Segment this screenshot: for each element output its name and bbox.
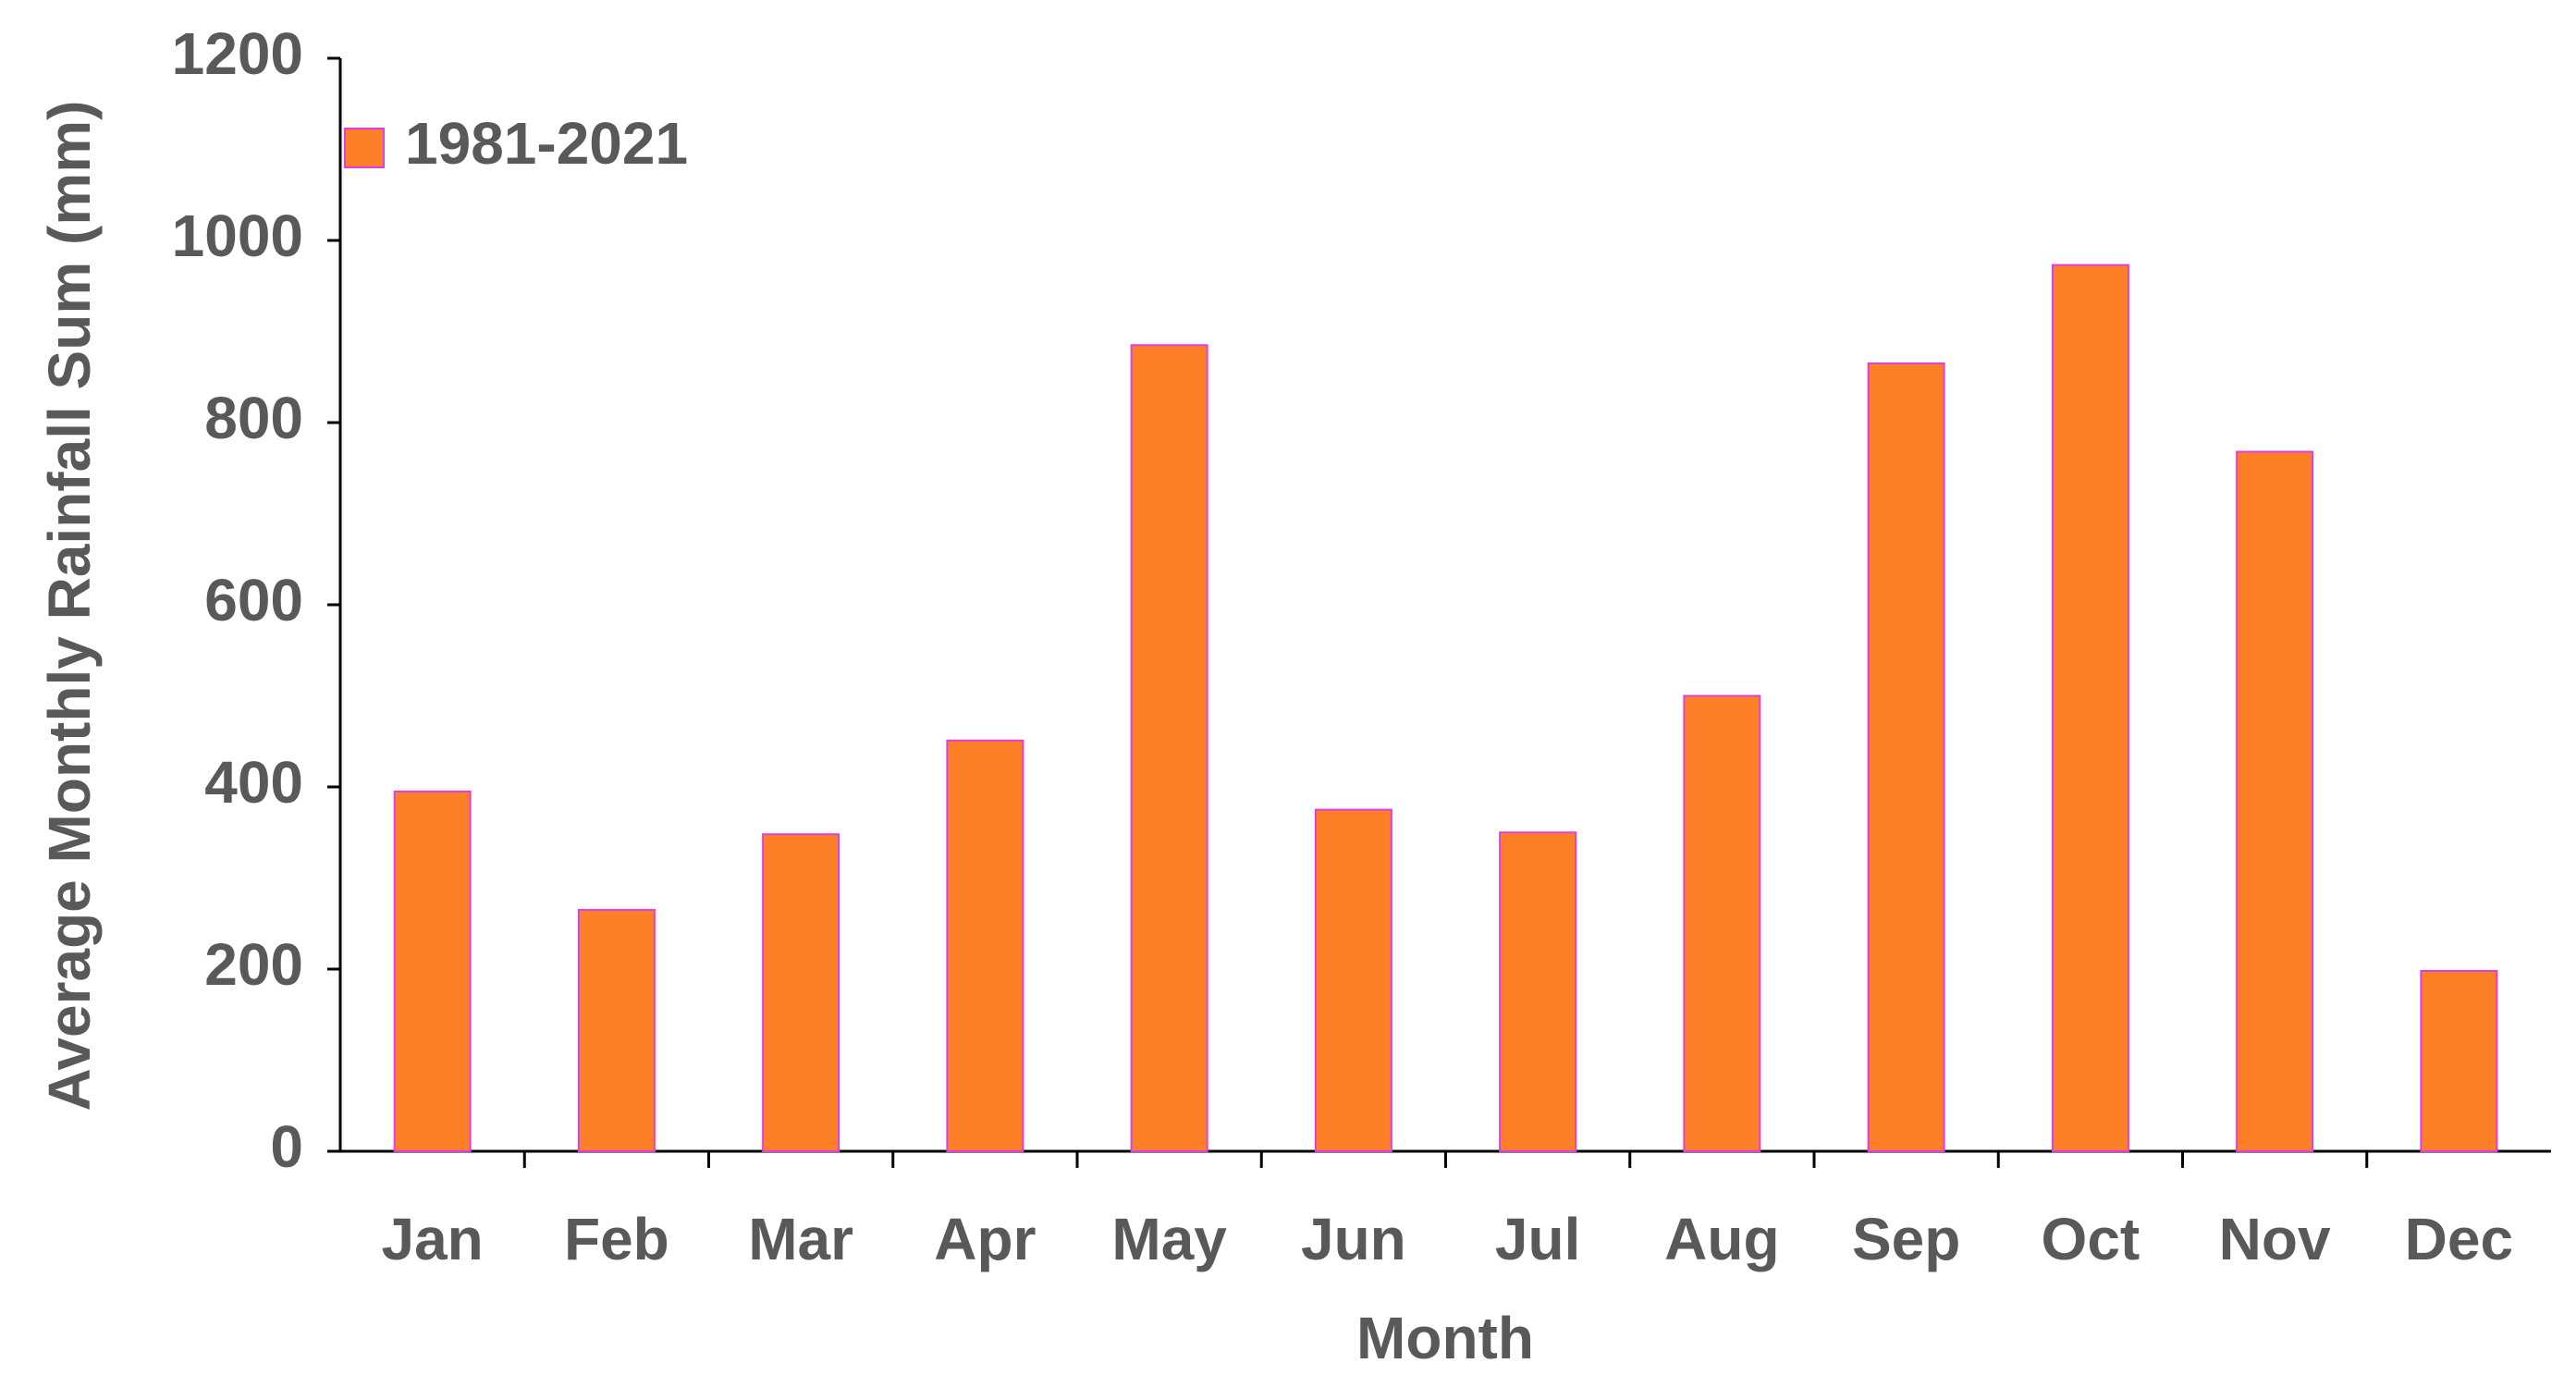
- x-tick-label: Dec: [2405, 1206, 2513, 1272]
- y-tick-label: 200: [204, 931, 303, 998]
- bar: [946, 739, 1024, 1152]
- x-tick-label: Jul: [1495, 1206, 1580, 1272]
- x-tick-label: Mar: [748, 1206, 853, 1272]
- x-tick-label: May: [1111, 1206, 1227, 1272]
- bar: [1499, 831, 1577, 1152]
- bar: [1130, 344, 1208, 1152]
- x-tick-label: Oct: [2042, 1206, 2141, 1272]
- bar: [1314, 808, 1392, 1152]
- x-tick-label: Apr: [934, 1206, 1036, 1272]
- bar: [2236, 450, 2314, 1152]
- y-tick-label: 1200: [172, 20, 303, 87]
- y-tick-label: 400: [204, 749, 303, 816]
- legend-label: 1981-2021: [405, 110, 688, 177]
- bar: [1867, 362, 1945, 1153]
- y-tick-label: 600: [204, 567, 303, 633]
- legend-swatch: [344, 128, 385, 168]
- x-tick-label: Jan: [381, 1206, 483, 1272]
- x-tick-label: Jun: [1301, 1206, 1406, 1272]
- x-tick-label: Feb: [564, 1206, 669, 1272]
- x-tick-label: Aug: [1664, 1206, 1779, 1272]
- bar: [1683, 694, 1761, 1152]
- x-tick-label: Sep: [1852, 1206, 1960, 1272]
- y-axis-title: Average Monthly Rainfall Sum (mm): [36, 101, 103, 1111]
- bar: [762, 833, 840, 1152]
- y-tick-label: 800: [204, 385, 303, 451]
- bar: [2420, 969, 2498, 1152]
- bar: [2051, 264, 2129, 1153]
- bar: [393, 790, 472, 1152]
- y-tick-label: 1000: [172, 203, 303, 269]
- x-axis-title: Month: [1356, 1305, 1534, 1371]
- bar: [577, 908, 656, 1152]
- x-tick-label: Nov: [2219, 1206, 2331, 1272]
- y-tick-label: 0: [270, 1113, 303, 1180]
